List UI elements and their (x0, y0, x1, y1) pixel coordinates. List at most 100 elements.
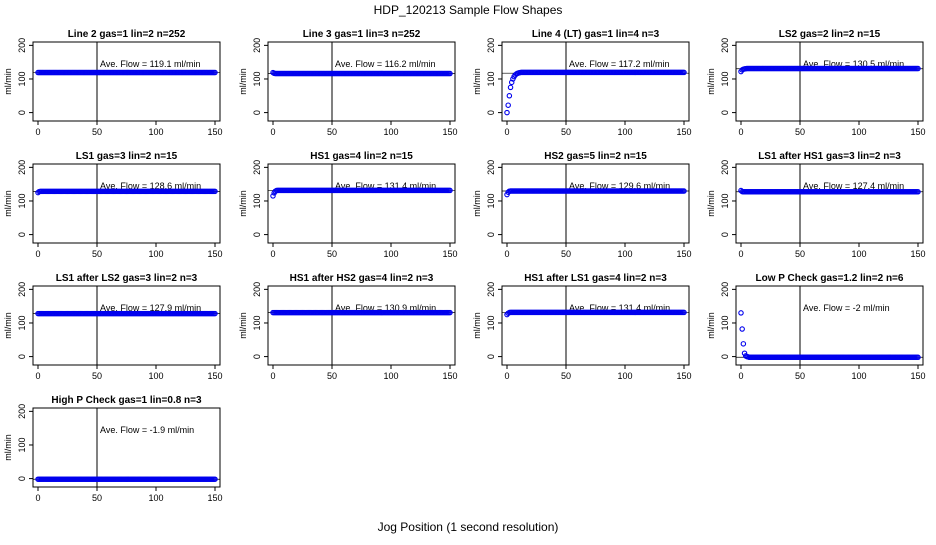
y-tick-label: 0 (17, 476, 27, 481)
data-point (915, 354, 921, 361)
x-tick-label: 150 (442, 371, 457, 381)
y-tick-label: 100 (17, 315, 27, 330)
x-tick-label: 100 (851, 371, 866, 381)
y-tick-label: 0 (17, 110, 27, 115)
panel-title: LS1 after HS1 gas=3 lin=2 n=3 (758, 151, 901, 162)
average-annotation: Ave. Flow = 117.2 ml/min (569, 59, 669, 69)
plot-frame (267, 41, 456, 122)
data-point (507, 84, 514, 91)
data-point (681, 309, 687, 316)
x-tick-label: 0 (35, 493, 40, 503)
average-annotation: Ave. Flow = 128.6 ml/min (100, 181, 201, 191)
panel-title: LS1 after LS2 gas=3 lin=2 n=3 (56, 273, 198, 284)
data-point (738, 310, 744, 316)
y-tick-label: 0 (252, 110, 262, 115)
x-tick-label: 150 (207, 249, 222, 259)
panel-title: Line 4 (LT) gas=1 lin=4 n=3 (532, 29, 660, 40)
y-tick-label: 100 (486, 193, 496, 208)
y-axis-label: ml/min (706, 190, 716, 217)
data-point (270, 193, 276, 199)
average-annotation: Ave. Flow = 130.5 ml/min (803, 59, 904, 69)
data-point (681, 188, 687, 194)
average-annotation: Ave. Flow = 127.9 ml/min (100, 303, 201, 313)
x-tick-label: 100 (148, 249, 163, 259)
y-axis-label: ml/min (3, 190, 13, 217)
average-annotation: Ave. Flow = 131.4 ml/min (335, 181, 436, 191)
y-axis-label: ml/min (3, 68, 13, 95)
y-tick-label: 100 (17, 193, 27, 208)
panel-3: Line 4 (LT) gas=1 lin=4 n=3 Ave. Flow = 1… (472, 29, 692, 137)
average-annotation: Ave. Flow = 127.4 ml/min (803, 181, 904, 191)
data-point (508, 79, 515, 86)
panel-title: LS2 gas=2 lin=2 n=15 (779, 29, 881, 40)
panel-title: High P Check gas=1 lin=0.8 n=3 (51, 395, 202, 406)
panel-7: HS2 gas=5 lin=2 n=15 Ave. Flow = 129.6 ml… (472, 151, 692, 259)
x-tick-label: 0 (270, 371, 275, 381)
plot-frame (32, 163, 221, 244)
x-tick-label: 100 (617, 127, 632, 137)
x-tick-label: 0 (738, 371, 743, 381)
y-axis-label: ml/min (238, 68, 248, 95)
y-tick-label: 200 (17, 38, 27, 53)
average-annotation: Ave. Flow = 129.6 ml/min (569, 181, 670, 191)
y-tick-label: 0 (486, 354, 496, 359)
panel-title: Low P Check gas=1.2 lin=2 n=6 (756, 273, 904, 284)
data-point (915, 65, 921, 72)
x-tick-label: 100 (851, 249, 866, 259)
panel-title: HS1 after LS1 gas=4 lin=2 n=3 (524, 273, 667, 284)
plot-frame (501, 41, 690, 122)
x-tick-label: 50 (561, 127, 571, 137)
data-point (915, 189, 921, 195)
y-tick-label: 200 (486, 282, 496, 297)
x-tick-label: 150 (676, 371, 691, 381)
panel-title: HS2 gas=5 lin=2 n=15 (544, 151, 647, 162)
y-tick-label: 100 (252, 71, 262, 86)
x-tick-label: 100 (383, 249, 398, 259)
average-annotation: Ave. Flow = -2 ml/min (803, 303, 890, 313)
plot-frame (501, 285, 690, 366)
data-point (740, 341, 747, 347)
y-axis-label: ml/min (3, 434, 13, 461)
y-tick-label: 100 (486, 71, 496, 86)
data-point (212, 69, 218, 76)
data-point (739, 326, 745, 332)
x-tick-label: 100 (617, 249, 632, 259)
y-tick-label: 200 (17, 160, 27, 175)
x-tick-label: 0 (738, 127, 743, 137)
y-axis-label: ml/min (472, 312, 482, 339)
data-point (212, 188, 218, 195)
y-axis-label: ml/min (472, 68, 482, 95)
x-tick-label: 150 (207, 127, 222, 137)
x-tick-label: 150 (207, 371, 222, 381)
x-tick-label: 50 (327, 249, 337, 259)
plot-frame (32, 285, 221, 366)
panels-group: Line 2 gas=1 lin=2 n=252 Ave. Flow = 119.… (3, 29, 926, 503)
y-tick-label: 200 (252, 160, 262, 175)
x-tick-label: 100 (148, 371, 163, 381)
x-tick-label: 50 (327, 127, 337, 137)
y-tick-label: 200 (486, 160, 496, 175)
x-tick-label: 100 (617, 371, 632, 381)
plot-frame (267, 163, 456, 244)
y-tick-label: 200 (486, 38, 496, 53)
y-tick-label: 100 (252, 315, 262, 330)
x-tick-label: 100 (148, 493, 163, 503)
y-tick-label: 100 (720, 315, 730, 330)
x-tick-label: 0 (504, 249, 509, 259)
data-point (447, 70, 453, 77)
y-tick-label: 0 (17, 354, 27, 359)
panel-13: High P Check gas=1 lin=0.8 n=3 Ave. Flow … (3, 395, 223, 503)
y-tick-label: 200 (252, 38, 262, 53)
x-tick-label: 50 (795, 371, 805, 381)
plot-frame (735, 285, 924, 366)
y-tick-label: 0 (720, 354, 730, 359)
x-tick-label: 0 (738, 249, 743, 259)
plot-frame (267, 285, 456, 366)
x-tick-label: 50 (795, 127, 805, 137)
panel-2: Line 3 gas=1 lin=3 n=252 Ave. Flow = 116.… (238, 29, 458, 137)
y-tick-label: 0 (720, 232, 730, 237)
y-tick-label: 200 (720, 38, 730, 53)
y-tick-label: 100 (252, 193, 262, 208)
